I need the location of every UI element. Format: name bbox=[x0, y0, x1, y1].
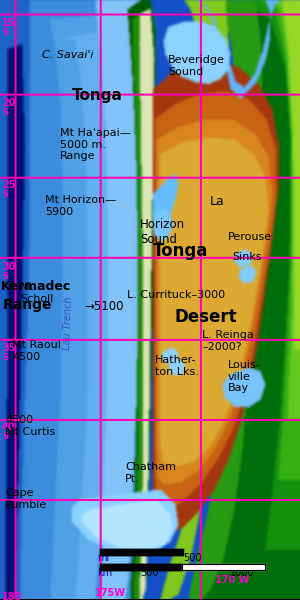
Text: C. Savai'i: C. Savai'i bbox=[42, 50, 94, 60]
Text: 180: 180 bbox=[2, 592, 22, 600]
Text: Desert: Desert bbox=[175, 308, 238, 326]
Text: La: La bbox=[210, 195, 225, 208]
Text: Cape
Rumble: Cape Rumble bbox=[5, 488, 47, 509]
Text: 40: 40 bbox=[2, 422, 16, 432]
Text: S: S bbox=[2, 28, 8, 37]
Text: S: S bbox=[2, 108, 8, 117]
Text: 500: 500 bbox=[183, 553, 202, 563]
Text: Mt
Scholl: Mt Scholl bbox=[20, 282, 53, 304]
Text: 15: 15 bbox=[2, 18, 16, 28]
Text: →5100: →5100 bbox=[84, 300, 124, 313]
Text: 20: 20 bbox=[2, 98, 16, 108]
Text: 4500
Mt Curtis: 4500 Mt Curtis bbox=[5, 415, 55, 437]
Text: 1000: 1000 bbox=[230, 568, 254, 578]
Text: Louis-
ville
Bay: Louis- ville Bay bbox=[228, 360, 261, 393]
Text: Chatham
Pt.: Chatham Pt. bbox=[125, 462, 176, 484]
Text: Kermadec: Kermadec bbox=[1, 280, 71, 293]
Text: Horizon
Sound: Horizon Sound bbox=[140, 218, 185, 246]
Text: Sinks: Sinks bbox=[232, 252, 262, 262]
Text: 175W: 175W bbox=[95, 588, 126, 598]
Text: km: km bbox=[97, 568, 112, 578]
Text: Beveridge
Sound: Beveridge Sound bbox=[168, 55, 225, 77]
Text: 500: 500 bbox=[140, 568, 158, 578]
Text: Tonga: Tonga bbox=[72, 88, 123, 103]
Text: S: S bbox=[2, 353, 8, 362]
Text: S: S bbox=[2, 272, 8, 281]
Text: Mt Ha'apai—
5000 m.
Range: Mt Ha'apai— 5000 m. Range bbox=[60, 128, 131, 161]
Text: 35: 35 bbox=[2, 343, 16, 353]
Text: Perouse: Perouse bbox=[228, 232, 272, 242]
Text: Mt Horizon—
5900: Mt Horizon— 5900 bbox=[45, 195, 116, 217]
Text: L. Currituck–3000: L. Currituck–3000 bbox=[127, 290, 225, 300]
Text: L. Reinga
–2000?: L. Reinga –2000? bbox=[202, 330, 254, 352]
Text: S: S bbox=[2, 432, 8, 441]
Text: 30: 30 bbox=[2, 262, 16, 272]
Text: Lau Trench: Lau Trench bbox=[62, 296, 74, 350]
Text: Tonga: Tonga bbox=[153, 242, 208, 260]
Text: Hather-
ton Lks.: Hather- ton Lks. bbox=[155, 355, 199, 377]
Text: Mt Raoul
4500: Mt Raoul 4500 bbox=[12, 340, 61, 362]
Text: Range: Range bbox=[3, 298, 52, 312]
Text: 170 W: 170 W bbox=[215, 575, 249, 585]
Text: mi: mi bbox=[97, 553, 109, 563]
Text: 25: 25 bbox=[2, 180, 16, 190]
Text: S: S bbox=[2, 190, 8, 199]
